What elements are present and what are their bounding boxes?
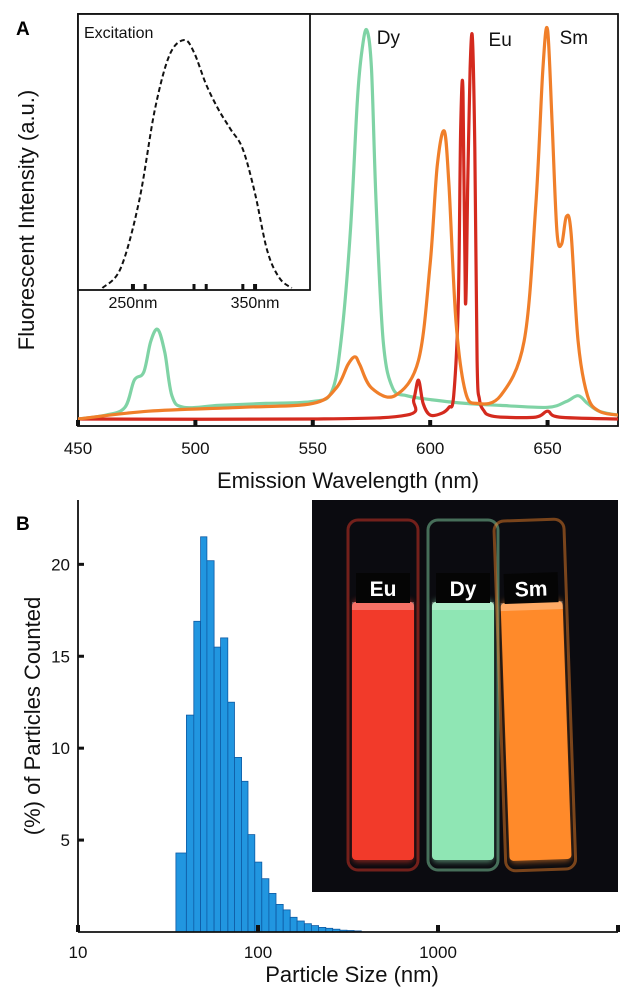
histogram-bar — [175, 852, 187, 933]
excitation-tick-label: 250nm — [108, 295, 157, 312]
panel-a-x-tick-label: 450 — [64, 439, 92, 458]
panel-a-y-axis-title: Fluorescent Intensity (a.u.) — [14, 90, 39, 350]
panel-b-x-tick-label: 1000 — [419, 943, 457, 962]
panel-a-letter: A — [16, 19, 30, 40]
vial-liquid — [500, 601, 572, 861]
histogram-bar — [206, 560, 215, 933]
vial-meniscus — [352, 602, 414, 610]
histogram-bar — [213, 646, 222, 933]
histogram-bar — [234, 757, 242, 933]
excitation-inset-title: Excitation — [84, 25, 153, 42]
panel-b-x-tick-mark — [256, 925, 260, 932]
vial-eu: Eu — [346, 518, 420, 872]
histogram-bar — [254, 861, 263, 933]
vial-label: Sm — [514, 578, 547, 602]
histogram-bar — [200, 536, 208, 933]
histogram-bar — [261, 878, 270, 933]
histogram-bar — [185, 714, 195, 933]
panel-b-x-tick-mark — [436, 925, 440, 932]
vial-glass — [346, 518, 420, 872]
excitation-minor-tick — [241, 284, 245, 290]
vial-label: Eu — [370, 578, 397, 601]
histogram-bar — [193, 620, 202, 933]
excitation-curve — [101, 39, 293, 289]
panel-b-letter: B — [16, 514, 30, 535]
vial-liquid — [432, 602, 494, 860]
series-label-dy: Dy — [377, 28, 401, 49]
panel-b-x-axis-title: Particle Size (nm) — [265, 962, 439, 987]
panel-b-y-tick-label: 15 — [51, 647, 70, 666]
series-line-sm — [78, 26, 618, 421]
histogram-bar — [296, 920, 305, 933]
panel-a-x-tick-mark — [193, 420, 198, 426]
vial-photo-inset: Eu Dy Sm — [312, 500, 618, 892]
panel-b-x-tick-label: 100 — [244, 943, 272, 962]
excitation-minor-tick — [204, 284, 208, 290]
panel-b-size-histogram: 10 100 1000 5 10 15 20 Particle Size (nm) (%) … — [20, 500, 620, 987]
panel-b-x-tick-label: 10 — [69, 943, 88, 962]
excitation-minor-tick — [192, 284, 196, 290]
panel-a-x-tick-label: 550 — [299, 439, 327, 458]
vial-label-plate — [503, 572, 559, 605]
panel-a-x-axis-title: Emission Wavelength (nm) — [217, 468, 479, 493]
panel-a-emission-chart: 450 500 550 600 650 Emission Wavelength (nm)… — [14, 13, 619, 493]
panel-a-x-tick-label: 600 — [416, 439, 444, 458]
excitation-tick-mark — [130, 284, 135, 290]
histogram-bar — [303, 923, 312, 933]
histogram-bar — [241, 780, 249, 933]
series-label-eu: Eu — [489, 30, 512, 51]
panel-a-x-tick-label: 650 — [533, 439, 561, 458]
panel-b-y-axis-title: (%) of Particles Counted — [20, 597, 45, 835]
excitation-tick-mark — [253, 284, 258, 290]
excitation-tick-label: 350nm — [231, 295, 280, 312]
vial-label-plate — [436, 573, 490, 603]
panel-b-y-tick-mark — [78, 746, 84, 750]
panel-b-y-tick-label: 10 — [51, 739, 70, 758]
panel-b-y-tick-label: 20 — [51, 555, 70, 574]
vial-label-plate — [356, 573, 410, 603]
series-label-sm: Sm — [560, 28, 589, 49]
panel-a-x-tick-mark — [76, 420, 80, 426]
panel-a-x-tick-mark — [545, 420, 550, 426]
excitation-minor-tick — [143, 284, 147, 290]
histogram-bar — [289, 916, 298, 933]
histogram-bar — [227, 701, 235, 933]
panel-b-x-tick-mark — [616, 925, 620, 932]
panel-a-x-tick-label: 500 — [181, 439, 209, 458]
series-line-dy — [78, 27, 618, 421]
panel-b-y-tick-label: 5 — [61, 831, 70, 850]
excitation-inset: Excitation 250nm 350nm — [77, 13, 311, 312]
histogram-bar — [220, 637, 229, 933]
histogram-bar — [282, 909, 291, 933]
vial-meniscus — [432, 602, 494, 610]
panel-b-y-tick-mark — [78, 562, 84, 566]
histogram-bar — [310, 925, 319, 933]
vial-glass — [426, 518, 500, 872]
panel-b-y-tick-mark — [78, 654, 84, 658]
panel-a-x-tick-mark — [310, 420, 315, 426]
vial-sm: Sm — [492, 517, 578, 873]
vial-label: Dy — [450, 578, 477, 601]
vial-liquid — [352, 602, 414, 860]
histogram-bar — [275, 904, 284, 933]
vial-dy: Dy — [426, 518, 500, 872]
vial-glass — [492, 517, 578, 873]
series-line-eu — [78, 32, 618, 421]
histogram-bar — [268, 893, 277, 933]
panel-b-x-tick-mark — [76, 925, 80, 932]
panel-a-x-tick-mark — [428, 420, 433, 426]
histogram-bar — [247, 834, 256, 933]
panel-b-y-tick-mark — [78, 838, 84, 842]
excitation-inset-frame — [77, 13, 311, 291]
